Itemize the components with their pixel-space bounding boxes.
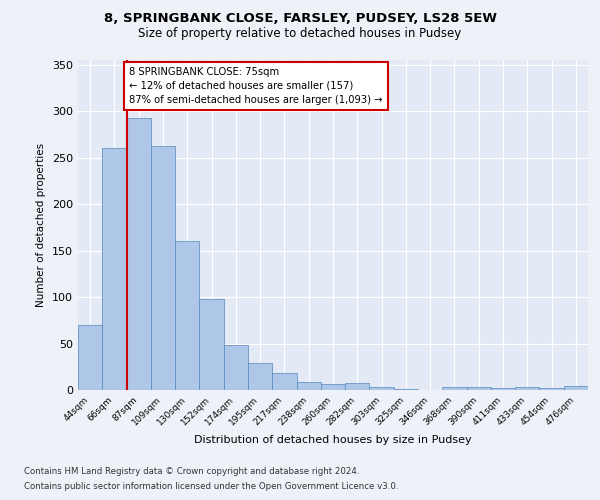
Bar xyxy=(296,382,321,390)
Bar xyxy=(248,363,272,390)
Bar xyxy=(467,387,491,390)
Bar xyxy=(370,387,394,390)
Bar xyxy=(515,387,539,390)
Bar xyxy=(224,346,248,390)
Text: Contains public sector information licensed under the Open Government Licence v3: Contains public sector information licen… xyxy=(24,482,398,491)
Bar xyxy=(127,118,151,390)
Bar xyxy=(175,242,199,390)
Text: Contains HM Land Registry data © Crown copyright and database right 2024.: Contains HM Land Registry data © Crown c… xyxy=(24,467,359,476)
Bar xyxy=(321,384,345,390)
Bar xyxy=(491,388,515,390)
Text: 8 SPRINGBANK CLOSE: 75sqm
← 12% of detached houses are smaller (157)
87% of semi: 8 SPRINGBANK CLOSE: 75sqm ← 12% of detac… xyxy=(129,66,383,104)
Bar xyxy=(151,146,175,390)
Bar xyxy=(272,374,296,390)
X-axis label: Distribution of detached houses by size in Pudsey: Distribution of detached houses by size … xyxy=(194,436,472,446)
Text: 8, SPRINGBANK CLOSE, FARSLEY, PUDSEY, LS28 5EW: 8, SPRINGBANK CLOSE, FARSLEY, PUDSEY, LS… xyxy=(104,12,497,26)
Bar xyxy=(442,387,467,390)
Bar xyxy=(394,389,418,390)
Bar xyxy=(78,325,102,390)
Y-axis label: Number of detached properties: Number of detached properties xyxy=(37,143,46,307)
Bar xyxy=(102,148,127,390)
Bar xyxy=(564,386,588,390)
Bar xyxy=(539,388,564,390)
Bar xyxy=(345,382,370,390)
Text: Size of property relative to detached houses in Pudsey: Size of property relative to detached ho… xyxy=(139,28,461,40)
Bar xyxy=(199,299,224,390)
